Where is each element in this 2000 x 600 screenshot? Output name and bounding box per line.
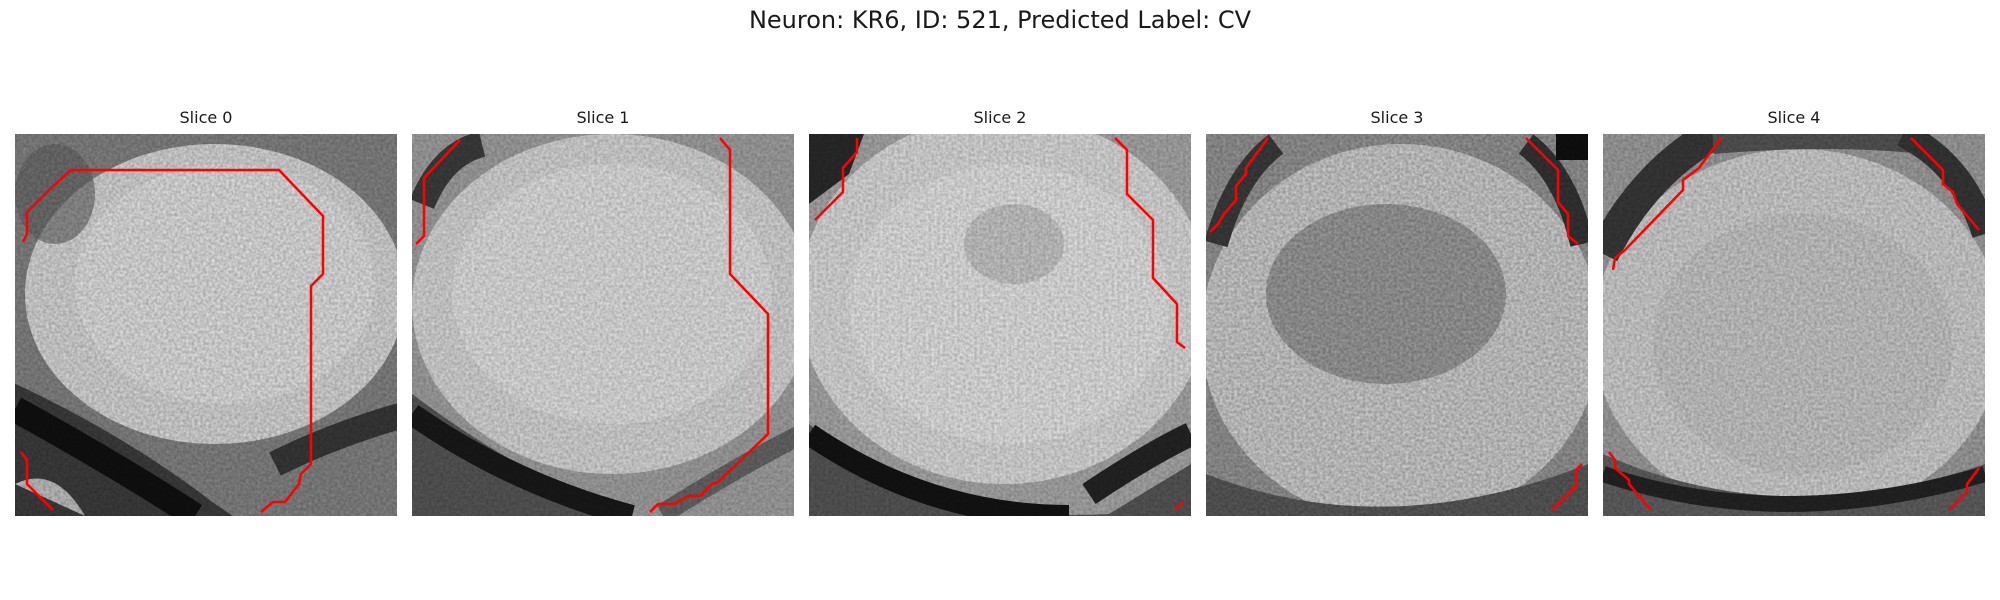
slice-4-title: Slice 4 bbox=[1767, 108, 1821, 127]
slice-0-contour-right bbox=[21, 168, 325, 513]
slice-4-image bbox=[1603, 134, 1985, 516]
slice-1-title: Slice 1 bbox=[576, 108, 630, 127]
slice-4-contour-bottom-left bbox=[1608, 451, 1652, 511]
slice-3-contour-top-right bbox=[1525, 137, 1579, 245]
slice-2-contour-right bbox=[1114, 137, 1186, 349]
slice-3-contour-top-left bbox=[1209, 137, 1270, 233]
slice-1-contour-top-left bbox=[415, 139, 461, 245]
figure-title: Neuron: KR6, ID: 521, Predicted Label: C… bbox=[748, 6, 1252, 34]
slice-3-title: Slice 3 bbox=[1370, 108, 1424, 127]
slice-0-contour-bottom-left bbox=[20, 451, 54, 511]
slice-1-contour-right bbox=[649, 137, 770, 513]
slice-4-contour-top-right bbox=[1910, 137, 1980, 231]
slice-0-title: Slice 0 bbox=[179, 108, 233, 127]
slice-4-contour-bottom-right bbox=[1948, 467, 1980, 511]
slice-3-image bbox=[1206, 134, 1588, 516]
slice-4-contour-top-left bbox=[1611, 137, 1723, 271]
slice-3-contour-bottom-right bbox=[1551, 463, 1583, 511]
slice-0-image bbox=[15, 134, 397, 516]
slice-2-title: Slice 2 bbox=[973, 108, 1027, 127]
slice-2-contour-bottom-right bbox=[1174, 501, 1184, 511]
slice-1-image bbox=[412, 134, 794, 516]
slice-2-image bbox=[809, 134, 1191, 516]
slice-2-contour-top-left bbox=[814, 138, 859, 221]
